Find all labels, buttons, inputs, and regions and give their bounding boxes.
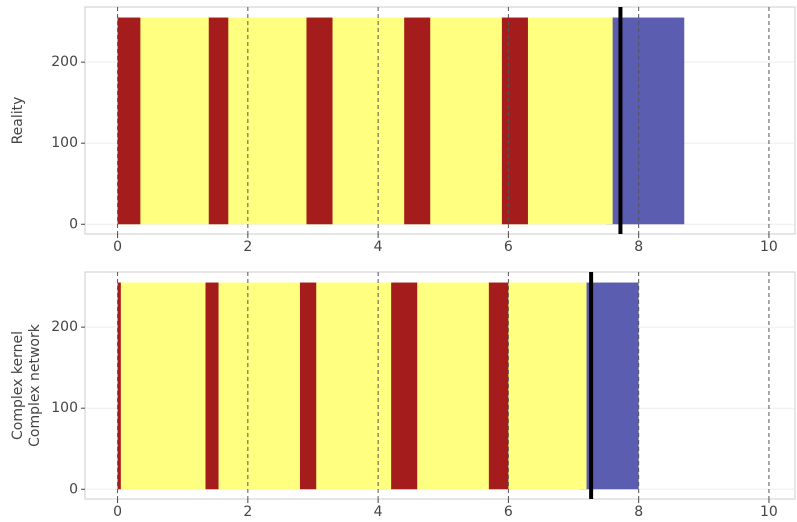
raster-region [117, 17, 141, 225]
y-axis-title: Complex kernel [10, 331, 26, 440]
y-tick-label: 100 [51, 135, 78, 151]
raster-region [299, 282, 317, 490]
raster-region [391, 282, 418, 490]
x-tick-label: 0 [113, 239, 122, 255]
y-tick-label: 0 [69, 216, 78, 232]
raster-region [501, 17, 528, 225]
raster-region [205, 282, 219, 490]
raster-region [580, 282, 639, 490]
x-tick-label: 6 [504, 504, 513, 518]
plot-border [84, 6, 796, 235]
plot-border [84, 271, 796, 500]
x-tick-label: 4 [374, 504, 383, 518]
y-axis-title: Reality [10, 97, 26, 145]
y-axis-title: Complex network [27, 323, 43, 447]
x-tick-label: 8 [634, 504, 643, 518]
raster-region [117, 282, 121, 490]
y-tick-label: 200 [51, 319, 78, 335]
x-tick-label: 2 [243, 239, 252, 255]
x-tick-label: 4 [374, 239, 383, 255]
y-tick-label: 200 [51, 54, 78, 70]
raster-region [488, 282, 509, 490]
raster-region [306, 17, 333, 225]
raster-region [606, 17, 685, 225]
raster-region [117, 282, 587, 490]
y-tick-label: 100 [51, 400, 78, 416]
raster-region [117, 17, 613, 225]
x-tick-label: 0 [113, 504, 122, 518]
x-tick-label: 2 [243, 504, 252, 518]
raster-region [404, 17, 431, 225]
x-tick-label: 10 [760, 504, 778, 518]
x-tick-label: 10 [760, 239, 778, 255]
x-tick-label: 6 [504, 239, 513, 255]
y-tick-label: 0 [69, 481, 78, 497]
x-tick-label: 8 [634, 239, 643, 255]
raster-region [208, 17, 229, 225]
